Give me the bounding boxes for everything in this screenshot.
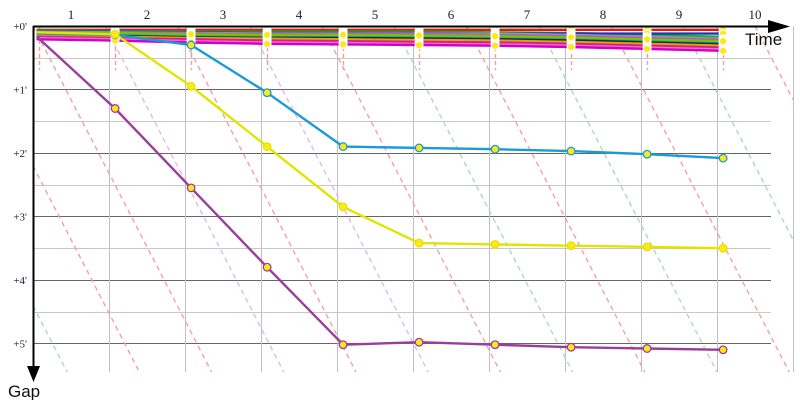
data-point-marker: [642, 344, 652, 353]
data-point-marker: [414, 238, 424, 248]
data-point-marker: [262, 262, 272, 272]
pace-reference-line: [537, 25, 718, 373]
data-point-marker: [566, 342, 576, 352]
y-tick-label: +4': [13, 275, 27, 287]
data-point-marker: [718, 243, 728, 253]
y-tick-label: +3': [13, 212, 27, 224]
pace-reference-line: [248, 25, 429, 373]
data-point-marker: [414, 143, 424, 153]
data-point-marker: [566, 146, 576, 156]
data-point-marker: [566, 42, 576, 52]
data-point-marker: [566, 241, 576, 251]
y-tick-label: +0': [13, 21, 27, 33]
series-line: [36, 35, 725, 49]
data-point-marker: [642, 149, 652, 159]
series-line: [36, 38, 725, 52]
pace-reference-line: [176, 25, 357, 373]
pace-reference-line: [682, 25, 794, 240]
series-markers: [110, 25, 728, 355]
data-point-marker: [338, 39, 348, 49]
pace-reference-line: [609, 25, 790, 373]
series-line: [36, 31, 725, 250]
x-tick-label: 8: [600, 7, 607, 22]
x-tick-labels: 1 2 3 4 5 6 7 8 9 10: [68, 7, 762, 22]
series-line: [36, 33, 725, 45]
x-tick-label: 5: [372, 7, 379, 22]
vertical-gridlines: [109, 26, 794, 372]
data-point-marker: [490, 239, 500, 249]
pace-reference-line: [321, 25, 502, 373]
data-point-marker: [490, 340, 500, 350]
series-line: [36, 32, 725, 160]
data-point-marker: [186, 183, 196, 193]
data-point-marker: [718, 36, 728, 46]
x-axis-title: Time: [745, 30, 782, 49]
y-tick-labels: +0' +1' +2' +3' +4' +5': [13, 21, 27, 350]
x-tick-label: 10: [749, 7, 762, 22]
x-tick-label: 1: [68, 7, 75, 22]
pace-reference-line: [465, 25, 646, 373]
data-point-marker: [490, 31, 500, 41]
data-point-marker: [718, 345, 728, 355]
x-tick-label: 2: [144, 7, 151, 22]
data-point-marker: [186, 81, 196, 91]
y-tick-label: +1': [13, 85, 27, 97]
data-point-marker: [414, 337, 424, 347]
y-axis-arrowhead: [27, 366, 40, 382]
data-point-marker: [414, 40, 424, 50]
x-tick-label: 3: [220, 7, 227, 22]
data-point-marker: [186, 40, 196, 50]
y-tick-label: +5': [13, 338, 27, 350]
pace-reference-line: [393, 25, 574, 373]
data-point-marker: [338, 340, 348, 350]
data-point-marker: [110, 104, 120, 113]
y-axis-title: Gap: [8, 382, 40, 400]
series-line: [36, 36, 725, 351]
pace-reference-line: [32, 165, 141, 373]
series-line: [36, 34, 725, 47]
data-point-marker: [414, 31, 424, 40]
data-point-marker: [718, 153, 728, 163]
x-tick-label: 7: [524, 7, 531, 22]
pace-reference-line: [754, 25, 794, 100]
pace-reference-line: [32, 305, 68, 373]
data-point-marker: [490, 41, 500, 51]
data-point-marker: [186, 29, 196, 39]
data-point-marker: [262, 39, 272, 49]
pace-reference-line: [104, 25, 285, 373]
x-tick-label: 4: [296, 7, 303, 22]
y-tick-label: +2': [13, 148, 27, 160]
data-point-marker: [642, 34, 652, 44]
data-point-marker: [642, 242, 652, 252]
data-point-marker: [262, 88, 272, 98]
pace-reference-line: [32, 25, 213, 373]
series-line: [36, 31, 725, 43]
data-point-marker: [110, 29, 120, 39]
data-point-marker: [338, 30, 348, 40]
axis-lines: [27, 20, 790, 382]
x-tick-label: 6: [448, 7, 455, 22]
data-point-marker: [566, 32, 576, 42]
series-lines: [36, 28, 725, 351]
data-point-marker: [490, 144, 500, 154]
data-point-marker: [262, 30, 272, 40]
data-point-marker: [642, 44, 652, 54]
data-point-marker: [718, 46, 728, 56]
x-tick-label: 9: [676, 7, 683, 22]
data-point-marker: [338, 202, 348, 212]
x-axis-arrowhead: [768, 20, 790, 33]
pace-reference-lines: [32, 25, 794, 373]
data-point-marker: [262, 142, 272, 152]
data-point-marker: [338, 142, 348, 152]
